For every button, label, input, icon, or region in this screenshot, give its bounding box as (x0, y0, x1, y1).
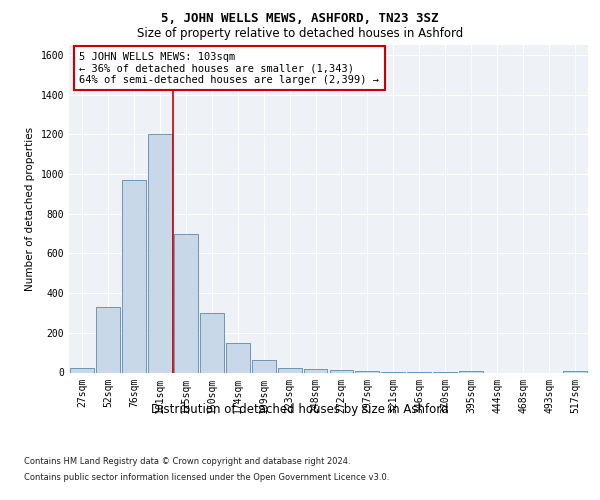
Text: Distribution of detached houses by size in Ashford: Distribution of detached houses by size … (151, 402, 449, 415)
Text: 5, JOHN WELLS MEWS, ASHFORD, TN23 3SZ: 5, JOHN WELLS MEWS, ASHFORD, TN23 3SZ (161, 12, 439, 26)
Text: Contains HM Land Registry data © Crown copyright and database right 2024.: Contains HM Land Registry data © Crown c… (24, 458, 350, 466)
Bar (304, 368, 328, 372)
Bar (563, 371, 587, 372)
Bar (96, 307, 120, 372)
Bar (329, 370, 353, 372)
Bar (174, 234, 198, 372)
Y-axis label: Number of detached properties: Number of detached properties (25, 126, 35, 291)
Bar (70, 368, 94, 372)
Bar (459, 371, 483, 372)
Text: 5 JOHN WELLS MEWS: 103sqm
← 36% of detached houses are smaller (1,343)
64% of se: 5 JOHN WELLS MEWS: 103sqm ← 36% of detac… (79, 52, 379, 84)
Bar (226, 342, 250, 372)
Bar (122, 180, 146, 372)
Text: Contains public sector information licensed under the Open Government Licence v3: Contains public sector information licen… (24, 472, 389, 482)
Bar (200, 313, 224, 372)
Bar (251, 360, 275, 372)
Bar (355, 370, 379, 372)
Text: Size of property relative to detached houses in Ashford: Size of property relative to detached ho… (137, 28, 463, 40)
Bar (148, 134, 172, 372)
Bar (278, 368, 302, 372)
